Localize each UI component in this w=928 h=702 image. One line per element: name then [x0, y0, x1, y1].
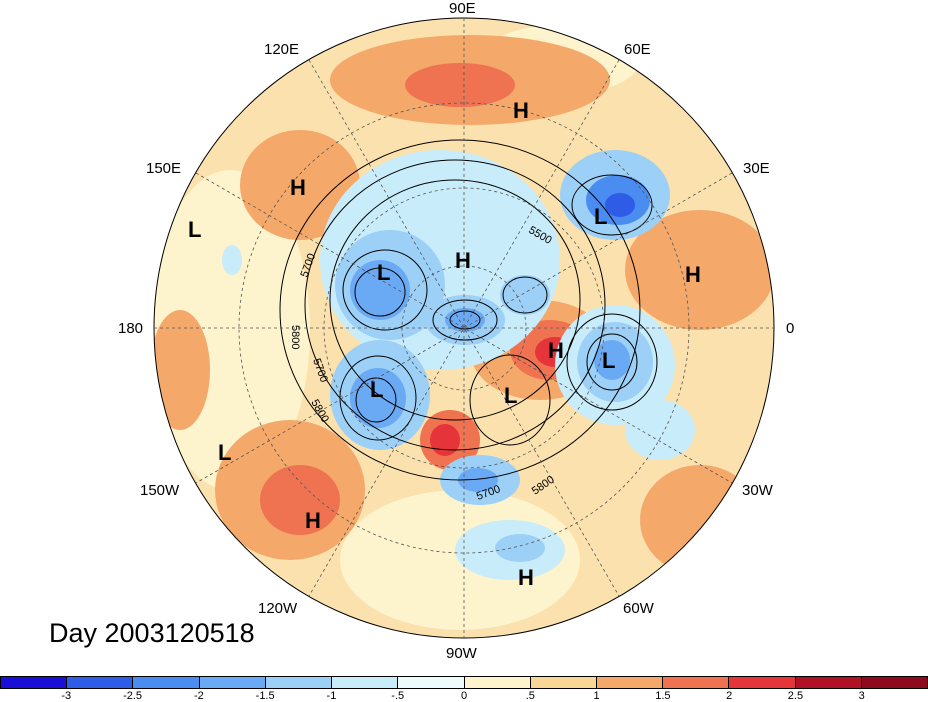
- colorbar-tick-label: -2.5: [123, 690, 143, 702]
- colorbar-tick-label: -2: [193, 690, 204, 702]
- lon-label-150e: 150E: [146, 160, 182, 177]
- colorbar-tick-label: 0: [460, 690, 468, 702]
- center-H-kamchatka: H: [290, 175, 306, 200]
- colorbar-cell: [265, 677, 333, 688]
- colorbar-cell: [464, 677, 531, 688]
- lon-label-90w: 90W: [446, 645, 477, 662]
- lon-label-30w: 30W: [742, 482, 773, 499]
- day-title: Day 2003120518: [49, 618, 255, 648]
- colorbar-cell: [795, 677, 862, 688]
- colorbar-cell: [530, 677, 597, 688]
- colorbar-tick-label: -.5: [391, 690, 405, 702]
- lon-label-120w: 120W: [258, 600, 298, 617]
- colorbar-tick-label: -1: [326, 690, 337, 702]
- colorbar-cell: [861, 677, 928, 688]
- center-H-arctic: H: [455, 248, 471, 273]
- colorbar-cell: [398, 677, 465, 688]
- colorbar-cell: [67, 677, 134, 688]
- center-L-nw-atlantic: L: [602, 348, 615, 373]
- lon-label-0: 0: [786, 320, 795, 337]
- colorbar-tick-label: 2: [726, 690, 733, 702]
- center-L-gulf-alaska: L: [370, 377, 383, 402]
- colorbar-cell: [332, 677, 399, 688]
- center-H-greenland: H: [548, 338, 564, 363]
- colorbar-tick-label: -3: [61, 690, 72, 702]
- colorbar-tick-label: .5: [525, 690, 535, 702]
- colorbar-cell: [596, 677, 664, 688]
- colorbar-tick-label: 1.5: [655, 690, 671, 702]
- center-L-hudson: L: [504, 383, 517, 408]
- center-H-siberia: H: [513, 98, 529, 123]
- lon-label-60e: 60E: [624, 41, 651, 58]
- center-L-west-pacific: L: [188, 217, 201, 242]
- center-H-east-pacific: H: [305, 508, 321, 533]
- colorbar-tick-label: 1: [593, 690, 600, 702]
- colorbar-cell: [663, 677, 730, 688]
- lon-label-180: 180: [118, 320, 144, 337]
- lon-label-30e: 30E: [743, 160, 770, 177]
- center-L-alaska: L: [377, 260, 390, 285]
- colorbar-tick-label: -1.5: [255, 690, 275, 702]
- center-H-caribbean: H: [518, 565, 534, 590]
- colorbar-cell: [729, 677, 796, 688]
- colorbar-tick-label: 3: [858, 690, 865, 702]
- lon-label-150w: 150W: [140, 482, 180, 499]
- center-L-central-pacific: L: [218, 440, 231, 465]
- height-contours: [279, 139, 658, 481]
- colorbar-cell: [199, 677, 266, 688]
- colorbar-tick-label: 2.5: [787, 690, 804, 702]
- center-L-scandinavia: L: [594, 204, 607, 229]
- lon-label-90e: 90E: [449, 0, 476, 17]
- contour-label: 5800: [289, 325, 301, 349]
- lon-label-120e: 120E: [264, 41, 300, 58]
- colorbar-cell: [1, 677, 68, 688]
- pressure-centers: H H L L H L L H L L H L H H: [188, 98, 701, 590]
- lon-label-60w: 60W: [623, 600, 654, 617]
- center-H-east-europe: H: [685, 262, 701, 287]
- colorbar-cell: [133, 677, 200, 688]
- colorbar: [0, 676, 928, 689]
- graticule: [153, 17, 775, 639]
